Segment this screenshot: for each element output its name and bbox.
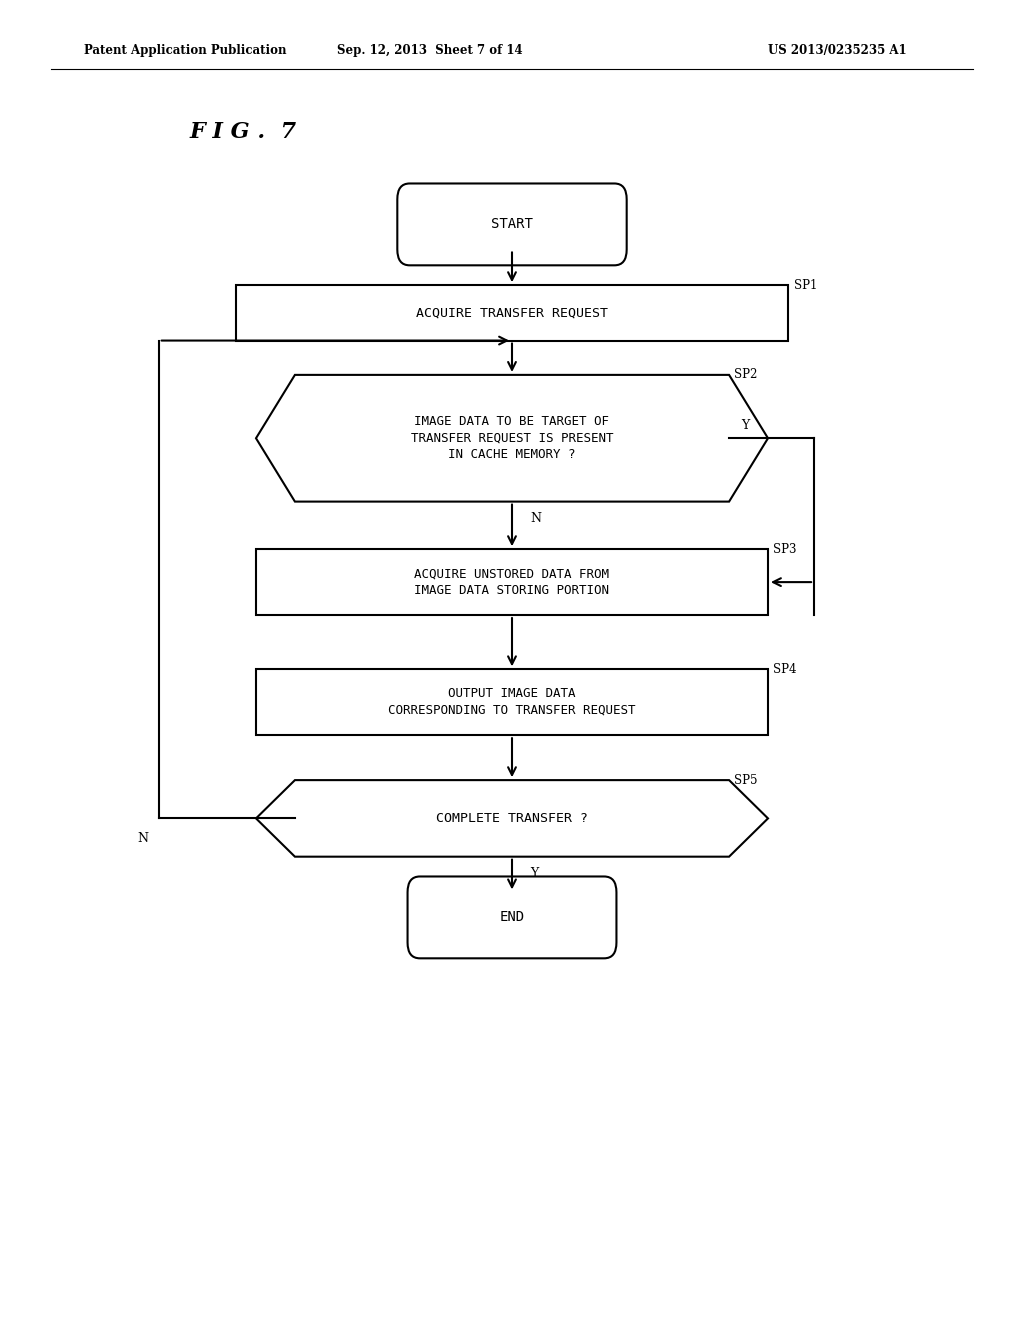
Text: Y: Y [741,418,750,432]
Text: F I G .  7: F I G . 7 [189,121,297,143]
Text: SP5: SP5 [734,774,758,787]
Bar [256,669,768,735]
Text: START: START [492,218,532,231]
Text: ACQUIRE TRANSFER REQUEST: ACQUIRE TRANSFER REQUEST [416,306,608,319]
Text: Y: Y [530,867,539,880]
Bar [236,285,788,341]
Text: SP1: SP1 [794,279,817,292]
Text: ACQUIRE UNSTORED DATA FROM
IMAGE DATA STORING PORTION: ACQUIRE UNSTORED DATA FROM IMAGE DATA ST… [415,568,609,597]
Text: SP2: SP2 [734,368,758,381]
Text: SP4: SP4 [773,663,797,676]
Polygon shape [256,375,768,502]
Text: Patent Application Publication: Patent Application Publication [84,44,287,57]
Text: SP3: SP3 [773,543,797,556]
Text: OUTPUT IMAGE DATA
CORRESPONDING TO TRANSFER REQUEST: OUTPUT IMAGE DATA CORRESPONDING TO TRANS… [388,688,636,717]
Polygon shape [256,780,768,857]
Text: COMPLETE TRANSFER ?: COMPLETE TRANSFER ? [436,812,588,825]
Text: N: N [530,512,542,525]
Bar [256,549,768,615]
Text: N: N [137,832,148,845]
Text: IMAGE DATA TO BE TARGET OF
TRANSFER REQUEST IS PRESENT
IN CACHE MEMORY ?: IMAGE DATA TO BE TARGET OF TRANSFER REQU… [411,416,613,461]
Text: END: END [500,911,524,924]
Text: US 2013/0235235 A1: US 2013/0235235 A1 [768,44,906,57]
FancyBboxPatch shape [397,183,627,265]
FancyBboxPatch shape [408,876,616,958]
Text: Sep. 12, 2013  Sheet 7 of 14: Sep. 12, 2013 Sheet 7 of 14 [337,44,523,57]
